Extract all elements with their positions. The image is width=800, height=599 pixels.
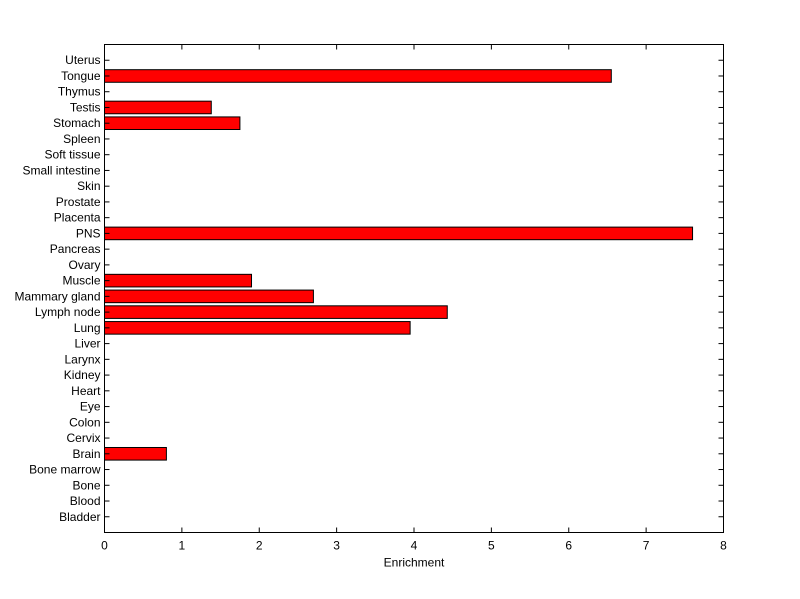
- y-tick-label-larynx: Larynx: [64, 352, 100, 366]
- x-axis-ticks: 0 1 2 3 4 5 6 7 8: [101, 44, 727, 553]
- bar-mammary-gland: [104, 289, 314, 304]
- y-tick-label-eye: Eye: [80, 400, 101, 414]
- bar-lung: [104, 321, 411, 335]
- y-tick-label-spleen: Spleen: [63, 132, 100, 146]
- y-tick-label-skin: Skin: [77, 179, 100, 193]
- y-tick-label-liver: Liver: [74, 337, 100, 351]
- y-tick-label-stomach: Stomach: [53, 116, 100, 130]
- x-tick-label-0: 0: [101, 539, 108, 553]
- y-tick-label-cervix: Cervix: [66, 431, 100, 445]
- y-tick-label-bone: Bone: [72, 478, 100, 492]
- y-tick-label-prostate: Prostate: [56, 195, 101, 209]
- y-tick-label-lung: Lung: [74, 321, 101, 335]
- bar-tongue: [104, 69, 612, 83]
- y-tick-label-mammary-gland: Mammary gland: [14, 289, 100, 303]
- y-tick-label-kidney: Kidney: [64, 368, 101, 382]
- x-tick-label-2: 2: [256, 539, 263, 553]
- y-tick-label-testis: Testis: [70, 100, 101, 114]
- y-tick-label-small-intestine: Small intestine: [22, 163, 100, 177]
- x-tick-label-3: 3: [333, 539, 340, 553]
- x-tick-label-5: 5: [488, 539, 495, 553]
- y-tick-label-blood: Blood: [70, 494, 101, 508]
- bar-lymph-node: [104, 305, 448, 319]
- bar-muscle: [104, 273, 253, 288]
- bar-testis: [104, 100, 212, 115]
- bar-brain: [104, 446, 167, 461]
- bar-stomach: [104, 116, 241, 131]
- y-tick-label-heart: Heart: [71, 384, 101, 398]
- y-tick-label-colon: Colon: [69, 415, 100, 429]
- bar-pns: [104, 226, 694, 241]
- x-axis-label: Enrichment: [384, 556, 445, 570]
- y-tick-label-bone-marrow: Bone marrow: [29, 463, 101, 477]
- y-tick-label-tongue: Tongue: [61, 69, 101, 83]
- y-tick-label-pns: PNS: [76, 226, 101, 240]
- x-tick-label-8: 8: [720, 539, 727, 553]
- y-tick-label-soft-tissue: Soft tissue: [44, 148, 100, 162]
- y-tick-label-lymph-node: Lymph node: [35, 305, 101, 319]
- y-tick-label-bladder: Bladder: [59, 510, 100, 524]
- x-tick-label-6: 6: [565, 539, 572, 553]
- y-tick-label-brain: Brain: [72, 447, 100, 461]
- y-tick-label-thymus: Thymus: [58, 85, 101, 99]
- x-tick-label-7: 7: [643, 539, 650, 553]
- y-tick-label-uterus: Uterus: [65, 53, 100, 67]
- bars-group: [104, 69, 694, 461]
- y-tick-label-muscle: Muscle: [62, 274, 100, 288]
- y-tick-label-ovary: Ovary: [68, 258, 100, 272]
- y-tick-label-placenta: Placenta: [54, 211, 101, 225]
- y-tick-label-pancreas: Pancreas: [50, 242, 101, 256]
- x-tick-label-4: 4: [411, 539, 418, 553]
- x-tick-label-1: 1: [179, 539, 186, 553]
- plot-area-frame: [104, 44, 724, 533]
